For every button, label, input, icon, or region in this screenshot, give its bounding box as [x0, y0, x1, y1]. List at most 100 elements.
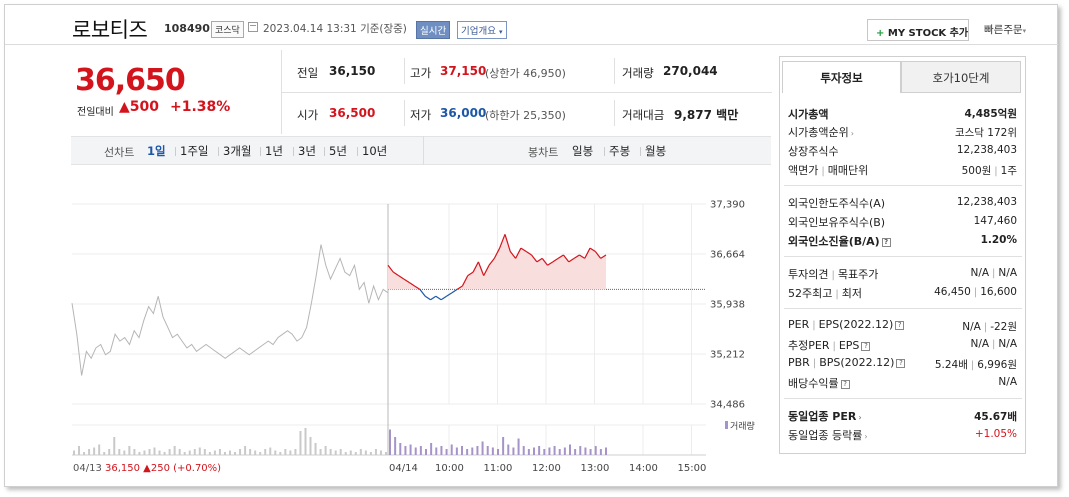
low-label: 저가: [410, 108, 432, 122]
period-item[interactable]: 3개월: [223, 144, 252, 158]
help-icon[interactable]: ?: [840, 379, 850, 389]
sector-per-value: 45.67배: [974, 411, 1017, 423]
add-mystock-button[interactable]: + MY STOCK 추가: [867, 19, 969, 41]
today-line-segment: [467, 271, 474, 277]
period-item[interactable]: 5년: [329, 144, 347, 158]
period-divider: [604, 147, 605, 156]
divider: [614, 58, 615, 84]
divider: [423, 136, 424, 165]
candle-item[interactable]: 월봉: [645, 144, 667, 158]
today-line-segment: [414, 285, 421, 290]
divider: [784, 256, 1022, 257]
foreign-rate-label: 외국인소진율(B/A)?: [788, 233, 891, 249]
help-icon[interactable]: ?: [896, 358, 906, 368]
today-line-segment: [584, 247, 591, 259]
change-label: 전일대비: [77, 107, 114, 118]
divider: [281, 50, 282, 134]
high-value: 37,150: [440, 64, 487, 78]
period-bar: [71, 136, 771, 165]
today-line-segment: [392, 271, 399, 277]
today-line-segment: [499, 234, 506, 249]
lower-limit: (하한가 25,350): [485, 109, 566, 122]
tab-orderbook[interactable]: 호가10단계: [901, 61, 1021, 93]
today-line-segment: [477, 261, 485, 276]
amount-label: 거래대금: [622, 108, 665, 122]
tab-investment-info[interactable]: 투자정보: [782, 61, 901, 93]
realtime-button[interactable]: 실시간: [416, 21, 451, 39]
volume-label: 거래량: [622, 66, 654, 80]
period-item[interactable]: 1일: [147, 144, 166, 158]
company-overview-button[interactable]: 기업개요 ▾: [457, 21, 507, 39]
period-item[interactable]: 3년: [298, 144, 316, 158]
chevron-down-icon: ▾: [1022, 27, 1027, 35]
quick-order-button[interactable]: 빠른주문▾: [984, 24, 1027, 36]
today-line-segment: [600, 254, 607, 259]
y-tick-label: 37,390: [710, 200, 745, 211]
period-divider: [260, 147, 261, 156]
week52-value: 46,450 | 16,600: [934, 286, 1017, 298]
sector-rate-value: +1.05%: [974, 428, 1017, 440]
today-line-segment: [536, 257, 543, 263]
today-line-segment: [408, 282, 415, 287]
today-line-segment: [531, 254, 538, 263]
today-line-segment: [387, 264, 394, 273]
datetime: 2023.04.14 13:31 기준(장중): [263, 23, 407, 35]
today-line-segment: [594, 251, 602, 259]
x-tick-label: 04/14: [389, 463, 418, 474]
y-tick-label: 35,212: [710, 350, 745, 361]
foreign-limit-value: 12,238,403: [956, 196, 1017, 208]
info-panel: [779, 56, 1026, 454]
opinion-target-value: N/A | N/A: [970, 267, 1017, 279]
today-line-segment: [446, 292, 453, 297]
per-eps-value: N/A | -22원: [962, 321, 1017, 333]
cap-rank-label[interactable]: 시가총액순위 ›: [788, 126, 854, 139]
prev-close-label: 전일: [297, 66, 319, 80]
est-per-eps-label: 추정PER | EPS?: [788, 337, 871, 353]
today-line-segment: [483, 265, 490, 276]
market-cap-value: 4,485억원: [964, 108, 1017, 120]
dividend-value: N/A: [998, 376, 1017, 388]
today-line-segment: [589, 247, 596, 253]
help-icon[interactable]: ?: [895, 320, 905, 330]
plus-icon: +: [876, 28, 885, 39]
today-line-segment: [504, 234, 511, 252]
y-tick-label: 34,486: [710, 400, 745, 411]
period-item[interactable]: 1주일: [180, 144, 209, 158]
shares-value: 12,238,403: [956, 144, 1017, 156]
x-tick-label: 12:00: [532, 463, 561, 474]
sector-rate-label[interactable]: 동일업종 등락률 ›: [788, 429, 868, 442]
divider: [784, 398, 1022, 399]
today-line-segment: [472, 261, 479, 273]
par-unit-label: 액면가 | 매매단위: [788, 164, 869, 177]
open-value: 36,500: [329, 106, 376, 120]
candle-item[interactable]: 주봉: [609, 144, 631, 158]
dividend-label: 배당수익률?: [788, 375, 850, 391]
foreign-rate-value: 1.20%: [980, 234, 1017, 246]
today-line-segment: [403, 278, 410, 284]
today-line-segment: [547, 261, 554, 266]
divider: [404, 100, 405, 126]
line-chart-label: 선차트: [104, 146, 135, 159]
up-area: [388, 234, 606, 290]
today-line-segment: [562, 254, 570, 263]
candle-item[interactable]: 일봉: [572, 144, 594, 158]
sector-per-label[interactable]: 동일업종 PER ›: [788, 410, 862, 423]
header-divider: [5, 44, 1058, 45]
period-item[interactable]: 10년: [362, 144, 388, 158]
foreign-limit-label: 외국인한도주식수(A): [788, 197, 886, 210]
today-line-segment: [430, 295, 437, 301]
shares-label: 상장주식수: [788, 145, 839, 158]
help-icon[interactable]: ?: [861, 341, 871, 351]
up-arrow-icon: ▲: [119, 99, 130, 115]
divider: [784, 308, 1022, 309]
volume-value: 270,044: [663, 64, 718, 78]
help-icon[interactable]: ?: [881, 237, 891, 247]
arrow-right-icon: ›: [850, 129, 854, 138]
x-tick-label: 15:00: [678, 463, 707, 474]
today-line-segment: [435, 295, 442, 301]
period-item[interactable]: 1년: [265, 144, 283, 158]
today-line-segment: [557, 254, 564, 259]
market-cap-label: 시가총액: [788, 108, 829, 121]
pbr-bps-value: 5.24배 | 6,996원: [934, 359, 1017, 371]
change-percent: +1.38%: [170, 99, 231, 115]
